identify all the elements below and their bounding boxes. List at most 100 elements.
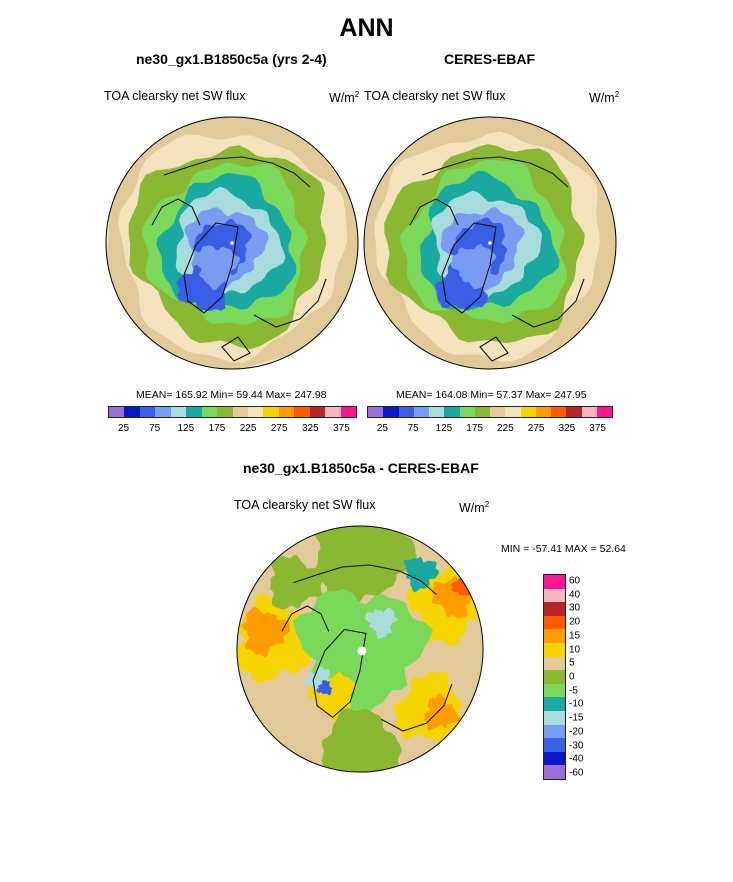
colorbar-tick-label: -60 [569, 767, 584, 779]
colorbar-swatch [309, 407, 326, 417]
colorbar-swatch [325, 407, 341, 417]
pole-marker [230, 241, 234, 245]
coastline-2 [151, 198, 201, 226]
colorbar-tick-label: 40 [569, 589, 581, 601]
colorbar-tick-label: 30 [569, 602, 581, 614]
coastline-3 [441, 222, 497, 314]
colorbar-tick-label: 25 [118, 423, 130, 434]
colorbar-tick-label: -20 [569, 726, 584, 738]
field [236, 525, 484, 773]
colorbar-swatch [247, 407, 264, 417]
colorbar-swatch [544, 642, 565, 657]
colorbar-swatch [544, 765, 565, 779]
map-border [236, 525, 484, 773]
panel-2-units: W/m2 [589, 90, 620, 106]
colorbar-tick-label: 325 [558, 423, 576, 434]
panel-1-title: ne30_gx1.B1850c5a (yrs 2-4) [136, 51, 327, 67]
colorbar-swatch [278, 407, 295, 417]
colorbar-swatch [544, 724, 565, 739]
colorbar-tick-label: 5 [569, 657, 575, 669]
panel-1-units: W/m2 [329, 90, 360, 106]
colorbar-swatch [474, 407, 490, 417]
panel-2-variable: TOA clearsky net SW flux [364, 89, 506, 103]
colorbar-swatch [398, 407, 414, 417]
panel-2-colorbar-labels: 25 75 125 175 225 275 325 375 [367, 423, 613, 437]
colorbar-swatch [429, 407, 445, 417]
coastline-1 [293, 564, 437, 595]
map-border [363, 116, 617, 370]
colorbar-tick-label: 125 [435, 423, 453, 434]
colorbar-tick-label: 225 [239, 423, 257, 434]
colorbar-swatch [232, 407, 248, 417]
colorbar-swatch [544, 588, 565, 603]
panel-3-colorbar [543, 574, 566, 780]
coastline-4 [253, 278, 327, 328]
anomaly-patch-15 [403, 556, 440, 593]
colorbar-swatch [581, 407, 597, 417]
colorbar-swatch [544, 697, 565, 711]
colorbar-swatch [155, 407, 171, 417]
colorbar-swatch [544, 615, 565, 630]
anomaly-patch-13 [321, 708, 402, 773]
colorbar-swatch [535, 407, 551, 417]
greenland-edge-zone [450, 243, 497, 290]
colorbar-swatch [383, 407, 399, 417]
anomaly-patch-7 [423, 693, 461, 731]
colorbar-tick-label: 75 [149, 423, 161, 434]
colorbar-swatch [109, 407, 125, 417]
colorbar-tick-label: -5 [569, 685, 578, 697]
colorbar-swatch [596, 407, 612, 417]
panel-3-variable: TOA clearsky net SW flux [234, 498, 376, 512]
panel-1-stats: MEAN= 165.92 Min= 59.44 Max= 247.98 [136, 389, 327, 401]
colorbar-swatch [544, 575, 565, 589]
panel-1-polar-map [105, 116, 359, 370]
coastline-4 [511, 278, 585, 328]
coastline-2 [409, 198, 459, 226]
colorbar-tick-label: 275 [270, 423, 288, 434]
anomaly-patch-12 [316, 679, 333, 696]
colorbar-swatch [124, 407, 140, 417]
colorbar-tick-label: -40 [569, 753, 584, 765]
coastline-4 [381, 683, 453, 732]
panel-3-units: W/m2 [459, 500, 490, 516]
panel-2-polar-map [363, 116, 617, 370]
colorbar-swatch [544, 683, 565, 698]
colorbar-swatch [444, 407, 460, 417]
coastline-5 [221, 336, 251, 362]
coastline-3 [183, 222, 239, 314]
coastline-1 [163, 156, 311, 188]
colorbar-tick-label: 175 [466, 423, 483, 434]
colorbar-tick-label: 375 [333, 423, 350, 434]
coastline-2 [281, 605, 330, 632]
anomaly-patch-2 [241, 606, 290, 658]
colorbar-swatch [201, 407, 218, 417]
coastline-3 [312, 628, 367, 719]
colorbar-tick-label: 0 [569, 671, 575, 683]
panel-2-title: CERES-EBAF [444, 51, 536, 67]
anomaly-patch-8 [312, 525, 418, 609]
colorbar-swatch [544, 629, 565, 643]
colorbar-swatch [544, 602, 565, 616]
colorbar-tick-label: 125 [177, 423, 195, 434]
colorbar-tick-label: 375 [589, 423, 606, 434]
colorbar-tick-label: 75 [407, 423, 419, 434]
colorbar-swatch [520, 407, 536, 417]
panel-2-stats: MEAN= 164.08 Min= 57.37 Max= 247.95 [396, 389, 587, 401]
colorbar-tick-label: 10 [569, 644, 581, 656]
panel-3-polar-map [236, 525, 484, 773]
colorbar-tick-label: 25 [376, 423, 388, 434]
colorbar-swatch [566, 407, 582, 417]
field [106, 117, 358, 369]
pole-marker [488, 241, 492, 245]
colorbar-swatch [340, 407, 356, 417]
coastline-1 [421, 156, 569, 188]
colorbar-swatch [459, 407, 475, 417]
colorbar-swatch [505, 407, 521, 417]
colorbar-tick-label: -30 [569, 740, 584, 752]
panel-1-colorbar-labels: 25 75 125 175 225 275 325 375 [108, 423, 357, 437]
panel-2-colorbar [367, 406, 613, 418]
pole-marker [357, 646, 367, 656]
colorbar-swatch [544, 670, 565, 684]
colorbar-swatch [186, 407, 202, 417]
colorbar-tick-label: 225 [497, 423, 514, 434]
